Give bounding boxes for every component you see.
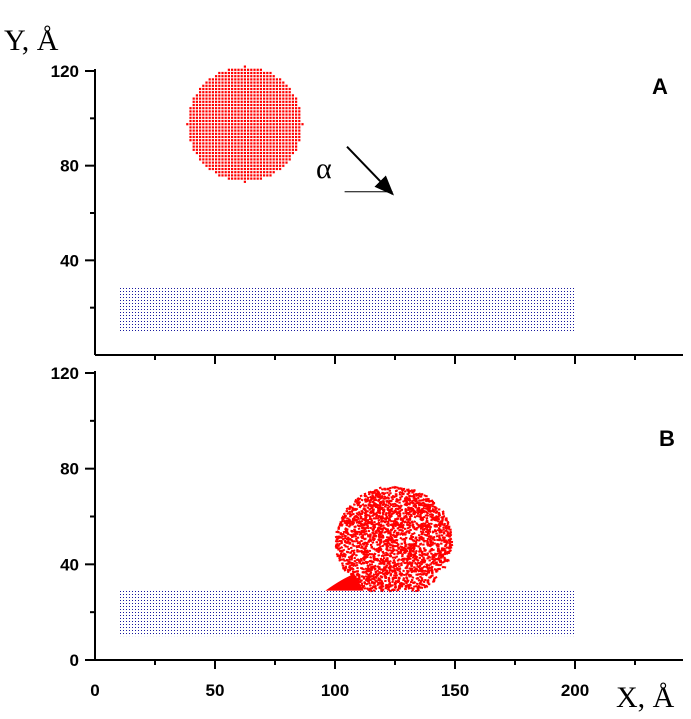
y-tick-label: 120 — [51, 364, 79, 383]
droplet — [325, 485, 454, 593]
y-tick-label: 80 — [60, 157, 79, 176]
panel-b — [119, 485, 575, 637]
y-tick-label: 80 — [60, 460, 79, 479]
y-tick-label: 40 — [60, 555, 79, 574]
x-axis-label: X, Å — [616, 681, 675, 714]
panel-label-b: B — [659, 426, 675, 451]
panel-a — [119, 65, 575, 332]
axes: 40 80 120 0 40 80 120 0 50 100 150 200 — [51, 62, 683, 700]
x-tick-label: 50 — [206, 681, 225, 700]
panel-label-a: A — [652, 74, 668, 99]
angle-label: α — [316, 152, 332, 185]
x-tick-label: 100 — [321, 681, 349, 700]
x-tick-label: 150 — [441, 681, 469, 700]
substrate-slab — [119, 286, 575, 332]
y-tick-label: 0 — [70, 651, 79, 670]
y-tick-label: 120 — [51, 62, 79, 81]
angle-arrow — [346, 146, 394, 196]
y-axis-label: Y, Å — [4, 24, 59, 57]
y-tick-label: 40 — [60, 251, 79, 270]
x-tick-label: 0 — [90, 681, 99, 700]
x-tick-label: 200 — [561, 681, 589, 700]
substrate-slab — [119, 590, 575, 637]
droplet — [186, 65, 304, 183]
